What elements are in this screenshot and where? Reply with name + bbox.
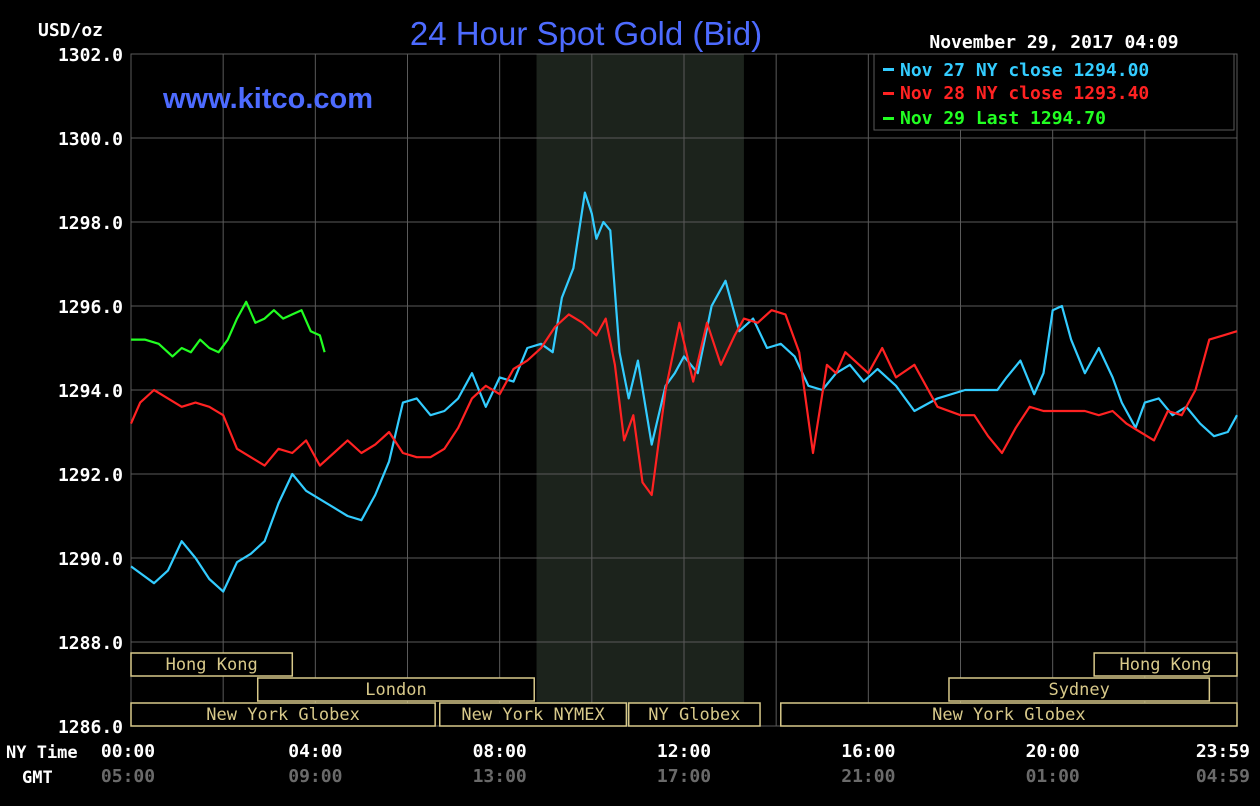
y-tick-label: 1294.0 [58,381,123,402]
y-tick-label: 1298.0 [58,213,123,234]
legend-item-nov27: Nov 27 NY close 1294.00 [900,60,1149,81]
legend: Nov 27 NY close 1294.00 Nov 28 NY close … [873,53,1235,131]
y-tick-label: 1292.0 [58,465,123,486]
y-axis-ticks: 1302.0 1300.0 1298.0 1296.0 1294.0 1292.0 1290… [58,45,123,738]
y-tick-label: 1300.0 [58,129,123,150]
gmt-tick-label: 01:00 [1026,766,1080,787]
session-box [627,702,761,727]
legend-box [873,53,1235,131]
gmt-tick-label: 09:00 [288,766,342,787]
ny-time-tick-label: 20:00 [1026,741,1080,762]
gmt-tick-label: 05:00 [101,766,155,787]
ny-time-tick-label: 23:59 [1196,741,1250,762]
session-label: Hong Kong [1120,655,1212,675]
session-label: Sydney [1048,680,1109,700]
session-box [130,702,436,727]
ny-time-tick-label: 00:00 [101,741,155,762]
gmt-tick-label: 13:00 [473,766,527,787]
session-box [130,652,294,677]
session-label: New York Globex [206,705,360,725]
session-label: Hong Kong [166,655,258,675]
session-label: London [365,680,426,700]
chart-title: 24 Hour Spot Gold (Bid) [410,15,762,52]
session-box [256,677,535,702]
session-box [1093,652,1238,677]
ny-time-row-label: NY Time [6,743,78,763]
gmt-tick-label: 17:00 [657,766,711,787]
session-label: NY Globex [648,705,740,725]
series-line-2 [129,309,1238,497]
y-tick-label: 1288.0 [58,633,123,654]
ny-time-tick-label: 12:00 [657,741,711,762]
y-tick-label: 1286.0 [58,717,123,738]
y-unit-label: USD/oz [38,20,103,41]
gmt-tick-label: 21:00 [841,766,895,787]
legend-item-nov29: Nov 29 Last 1294.70 [900,108,1106,129]
gmt-tick-label: 04:59 [1196,766,1250,787]
series-lines [129,191,1238,593]
legend-item-nov28: Nov 28 NY close 1293.40 [900,83,1149,104]
grid-lines [130,53,1238,727]
series-line-3 [131,300,326,358]
legend-swatch [883,68,894,71]
session-box [948,677,1211,702]
ny-time-tick-label: 08:00 [473,741,527,762]
session-label: New York NYMEX [461,705,605,725]
y-tick-label: 1290.0 [58,549,123,570]
gmt-row-label: GMT [22,768,53,788]
watermark: www.kitco.com [162,83,373,115]
timestamp: November 29, 2017 04:09 [929,32,1178,53]
session-box [780,702,1238,727]
y-tick-label: 1302.0 [58,45,123,66]
legend-swatch [883,117,894,120]
session-box [439,702,628,727]
ny-time-tick-label: 16:00 [841,741,895,762]
market-sessions: Hong Kong Hong Kong London Sydney New York G… [130,652,1238,727]
session-label: New York Globex [932,705,1086,725]
x-axis-ticks: 00:00 04:00 08:00 12:00 16:00 20:00 23:59 05:00… [101,741,1250,787]
y-tick-label: 1296.0 [58,297,123,318]
ny-time-tick-label: 04:00 [288,741,342,762]
legend-swatch [883,92,894,95]
